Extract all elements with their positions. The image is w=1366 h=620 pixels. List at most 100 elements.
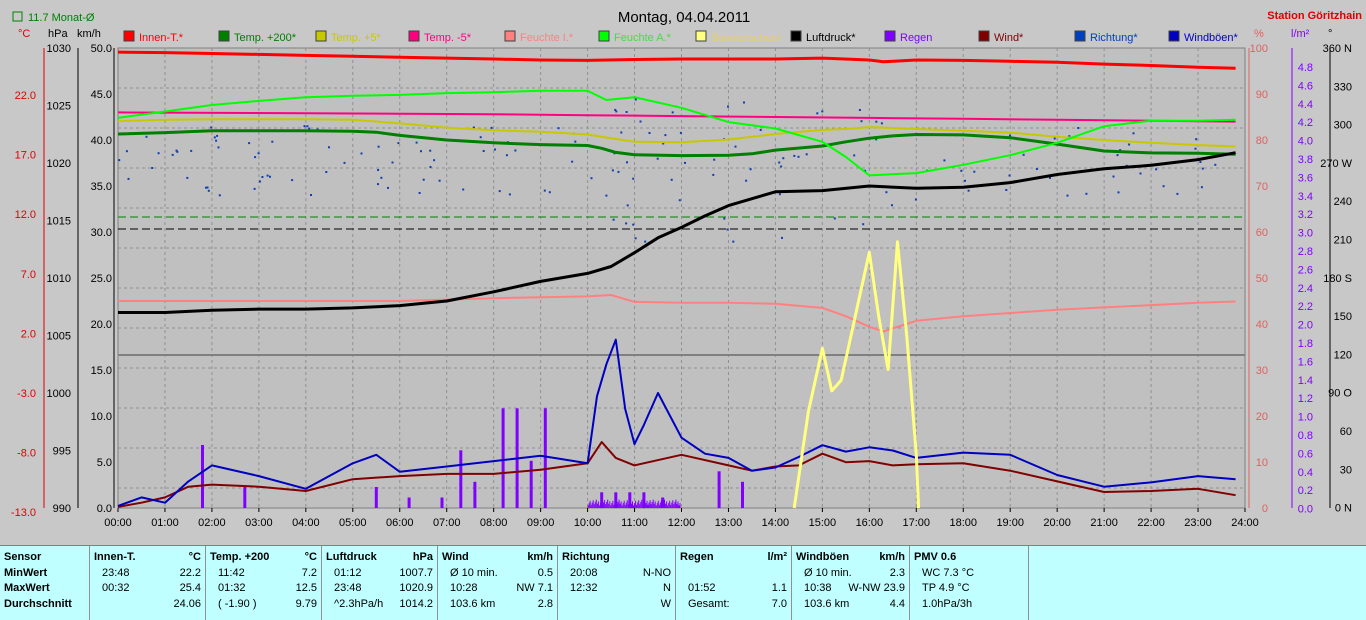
rain-bar: [603, 502, 605, 508]
summary-cell-value: 1.1: [771, 582, 787, 594]
humidity-tick-label: 40: [1256, 319, 1268, 331]
rain-bar: [678, 505, 680, 508]
rain-bar: [616, 504, 618, 508]
rain-bar: [607, 499, 609, 508]
direction-point: [805, 153, 808, 156]
direction-point: [1116, 154, 1119, 157]
direction-point: [1066, 194, 1069, 197]
direction-tick-label: 360 N: [1323, 43, 1352, 55]
x-tick-label: 08:00: [480, 517, 508, 529]
summary-cell-time: 23:48: [334, 582, 362, 594]
direction-point: [291, 179, 294, 182]
legend: Innen-T.* Temp. +200* Temp. +5* Temp. -5* Fe…: [123, 30, 1239, 44]
summary-cell-value: 25.4: [179, 582, 201, 594]
summary-row-label: Sensor: [4, 551, 42, 563]
hpa-tick-label: 1005: [47, 331, 71, 343]
direction-point: [1214, 163, 1217, 166]
rain-bar: [717, 471, 721, 509]
rain-bar: [655, 505, 657, 508]
summary-header-unit: [610, 550, 671, 566]
summary-cell-value: W-NW 23.9: [848, 582, 905, 594]
summary-cell-time: 00:32: [102, 582, 130, 594]
rain-bar: [677, 501, 679, 508]
rain-tick-label: 0.8: [1298, 430, 1313, 442]
direction-point: [864, 169, 867, 172]
rain-bar: [665, 503, 667, 508]
hpa-tick-label: 1030: [47, 43, 71, 55]
legend-swatch: [123, 30, 135, 42]
direction-point: [634, 98, 637, 101]
direction-point: [778, 161, 781, 164]
celsius-tick-label: -8.0: [17, 448, 36, 460]
summary-cell-row: 20:08 N-NO: [562, 566, 671, 582]
legend-swatch: [1074, 30, 1086, 42]
summary-column: Temp. +200 °C 11:42 7.2 01:32 12.5 ( -1.90 ) 9.…: [206, 546, 322, 620]
rain-bar: [588, 503, 590, 508]
direction-point: [634, 237, 637, 240]
summary-column-header: Wind km/h: [442, 550, 553, 566]
direction-point: [571, 160, 574, 163]
rain-bar: [659, 502, 661, 508]
summary-header-unit: °C: [188, 551, 201, 563]
x-tick-label: 21:00: [1090, 517, 1118, 529]
direction-point: [543, 189, 546, 192]
direction-point: [377, 145, 380, 148]
direction-point: [505, 154, 508, 157]
rain-bar: [663, 501, 664, 508]
unit-percent: %: [1254, 28, 1264, 40]
summary-cell-row: 10:38 W-NW 23.9: [796, 581, 905, 597]
direction-point: [429, 166, 432, 168]
summary-cell-row: 103.6 km 2.8: [442, 597, 553, 613]
rain-tick-label: 3.8: [1298, 154, 1313, 166]
legend-swatch: [218, 30, 230, 42]
rain-bar: [596, 503, 598, 508]
rain-bar: [618, 499, 620, 508]
month-avg-icon: [12, 11, 23, 22]
summary-cell-time: 103.6 km: [804, 597, 850, 610]
rain-bar: [626, 500, 628, 508]
summary-cell-value: W: [660, 597, 671, 610]
direction-point: [186, 176, 189, 179]
direction-point: [482, 150, 485, 152]
summary-header-unit: km/h: [527, 551, 553, 563]
rain-tick-label: 0.2: [1298, 485, 1313, 497]
summary-cell-row: 23:48 1020.9: [326, 581, 433, 597]
direction-point: [732, 240, 735, 243]
summary-cell-time: [680, 566, 688, 582]
rain-bar: [592, 500, 594, 508]
hpa-tick-label: 1015: [47, 216, 71, 228]
direction-point: [397, 142, 400, 145]
x-tick-label: 12:00: [668, 517, 696, 529]
summary-cell-row: Ø 10 min. 2.3: [796, 566, 905, 582]
rain-bar: [637, 502, 639, 508]
rain-bar: [741, 481, 744, 509]
summary-cell-value: NW 7.1: [516, 582, 553, 594]
direction-point: [218, 194, 221, 197]
rain-bar: [614, 502, 616, 508]
summary-cell-time: 10:28: [450, 582, 478, 594]
direction-point: [821, 110, 824, 113]
rain-bar: [625, 502, 627, 508]
direction-point: [1009, 134, 1011, 137]
rain-tick-label: 1.6: [1298, 356, 1313, 368]
rain-bar: [675, 499, 677, 508]
rain-bar: [600, 503, 601, 508]
summary-cell-time: 01:12: [334, 566, 362, 579]
summary-cell-time: 12:32: [570, 582, 598, 594]
summary-cell-row: 11:42 7.2: [210, 566, 317, 582]
direction-point: [880, 122, 883, 125]
rain-bar: [647, 504, 649, 508]
summary-cell-row: 1.0hPa/3h: [914, 597, 1024, 613]
direction-point: [605, 194, 608, 197]
rain-bar: [587, 505, 589, 508]
direction-point: [749, 168, 752, 171]
summary-cell-row: 24.06: [94, 597, 201, 613]
series-line: [117, 338, 1236, 507]
direction-point: [215, 139, 218, 142]
series-line: [117, 118, 1236, 148]
direction-tick-label: 30: [1340, 464, 1352, 476]
rain-bar: [243, 487, 247, 508]
rain-bar: [594, 501, 596, 508]
rain-bar: [674, 501, 676, 508]
rain-bar: [610, 505, 612, 508]
